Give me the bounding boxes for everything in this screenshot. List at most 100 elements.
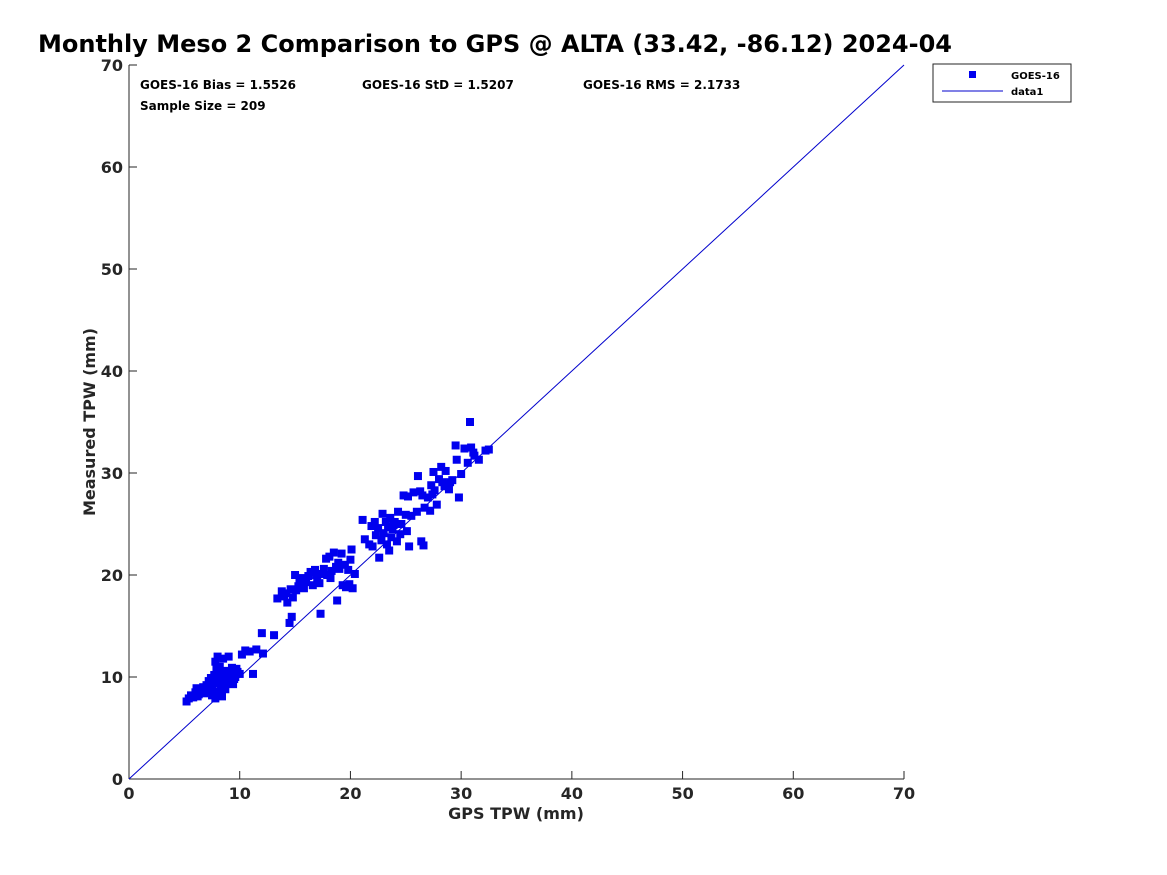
x-tick-label: 0 [123,784,134,803]
data-point [283,598,292,607]
data-point [252,645,261,654]
y-tick-label: 20 [101,566,123,585]
data-point [245,647,254,656]
data-point [192,684,201,693]
data-point [296,582,305,591]
data-point [454,493,463,502]
data-point [419,541,428,550]
y-tick-label: 10 [101,668,123,687]
data-point [335,564,344,573]
legend-label-data1: data1 [1011,87,1043,98]
data-point [273,594,282,603]
data-point [457,470,466,479]
data-point [379,529,388,538]
data-point [325,552,334,561]
data-point [467,443,476,452]
data-point [390,517,399,526]
data-point [189,693,198,702]
data-point [327,566,336,575]
data-point [219,654,228,663]
stat-sample-size: Sample Size = 209 [140,99,266,113]
data-point [346,555,355,564]
data-point [297,574,306,583]
data-point [326,574,335,583]
data-point [460,444,469,453]
data-point [232,664,241,673]
data-point [214,676,223,685]
data-point [249,669,257,678]
data-point [441,466,450,475]
data-point [430,486,439,495]
data-point [316,609,325,618]
data-point [404,492,412,501]
data-point [420,503,429,512]
legend: GOES-16 data1 [932,63,1072,103]
stat-std: GOES-16 StD = 1.5207 [362,78,514,92]
data-point [270,631,279,640]
data-point [235,669,244,678]
data-point [416,487,425,496]
data-point [470,451,479,460]
stat-rms: GOES-16 RMS = 2.1733 [583,78,740,92]
x-tick-label: 50 [671,784,693,803]
data-point [371,531,380,540]
data-point [213,652,222,661]
data-point [438,478,447,487]
data-point [347,545,356,554]
data-point [337,549,346,558]
data-point [258,649,267,658]
y-tick-label: 0 [112,770,123,789]
data-point [222,666,231,675]
legend-box [932,63,1072,103]
data-point [463,458,472,467]
x-tick-label: 30 [450,784,472,803]
data-point [285,618,294,627]
data-point [399,491,408,500]
data-point [257,629,266,638]
data-point [221,685,230,694]
data-point [466,418,474,426]
data-point [409,488,418,497]
data-point [291,571,300,579]
data-point [397,520,406,528]
y-axis-label: Measured TPW (mm) [80,328,99,516]
data-point [484,445,493,454]
data-point [378,509,387,518]
data-point [214,666,223,675]
y-tick-label: 70 [101,56,123,75]
series-points-group [182,418,493,706]
data-point [368,542,377,551]
data-point [423,493,432,502]
data-point [358,515,367,524]
data-point [375,553,384,562]
data-point [308,581,317,590]
data-point [241,646,250,655]
data-point [388,525,397,534]
data-point [382,540,391,549]
data-point [402,527,411,536]
data-point [230,675,239,684]
data-point [286,585,295,594]
legend-label-goes16: GOES-16 [1011,71,1060,82]
data-point [474,455,483,464]
x-tick-label: 40 [561,784,583,803]
data-point [210,670,219,679]
y-tick-label: 50 [101,260,123,279]
data-point [218,692,226,701]
data-point [374,524,383,533]
data-point [418,491,427,500]
series-line-group [128,64,905,780]
data-point [448,476,457,485]
y-tick-label: 30 [101,464,123,483]
data-point [277,587,286,596]
data-point [394,507,403,516]
data-point [224,652,233,661]
data-point [292,586,301,595]
data-point [329,548,338,557]
data-point [340,560,349,569]
data-point [437,462,446,471]
data-point [387,533,396,542]
data-point [208,682,217,691]
data-point [212,687,221,696]
